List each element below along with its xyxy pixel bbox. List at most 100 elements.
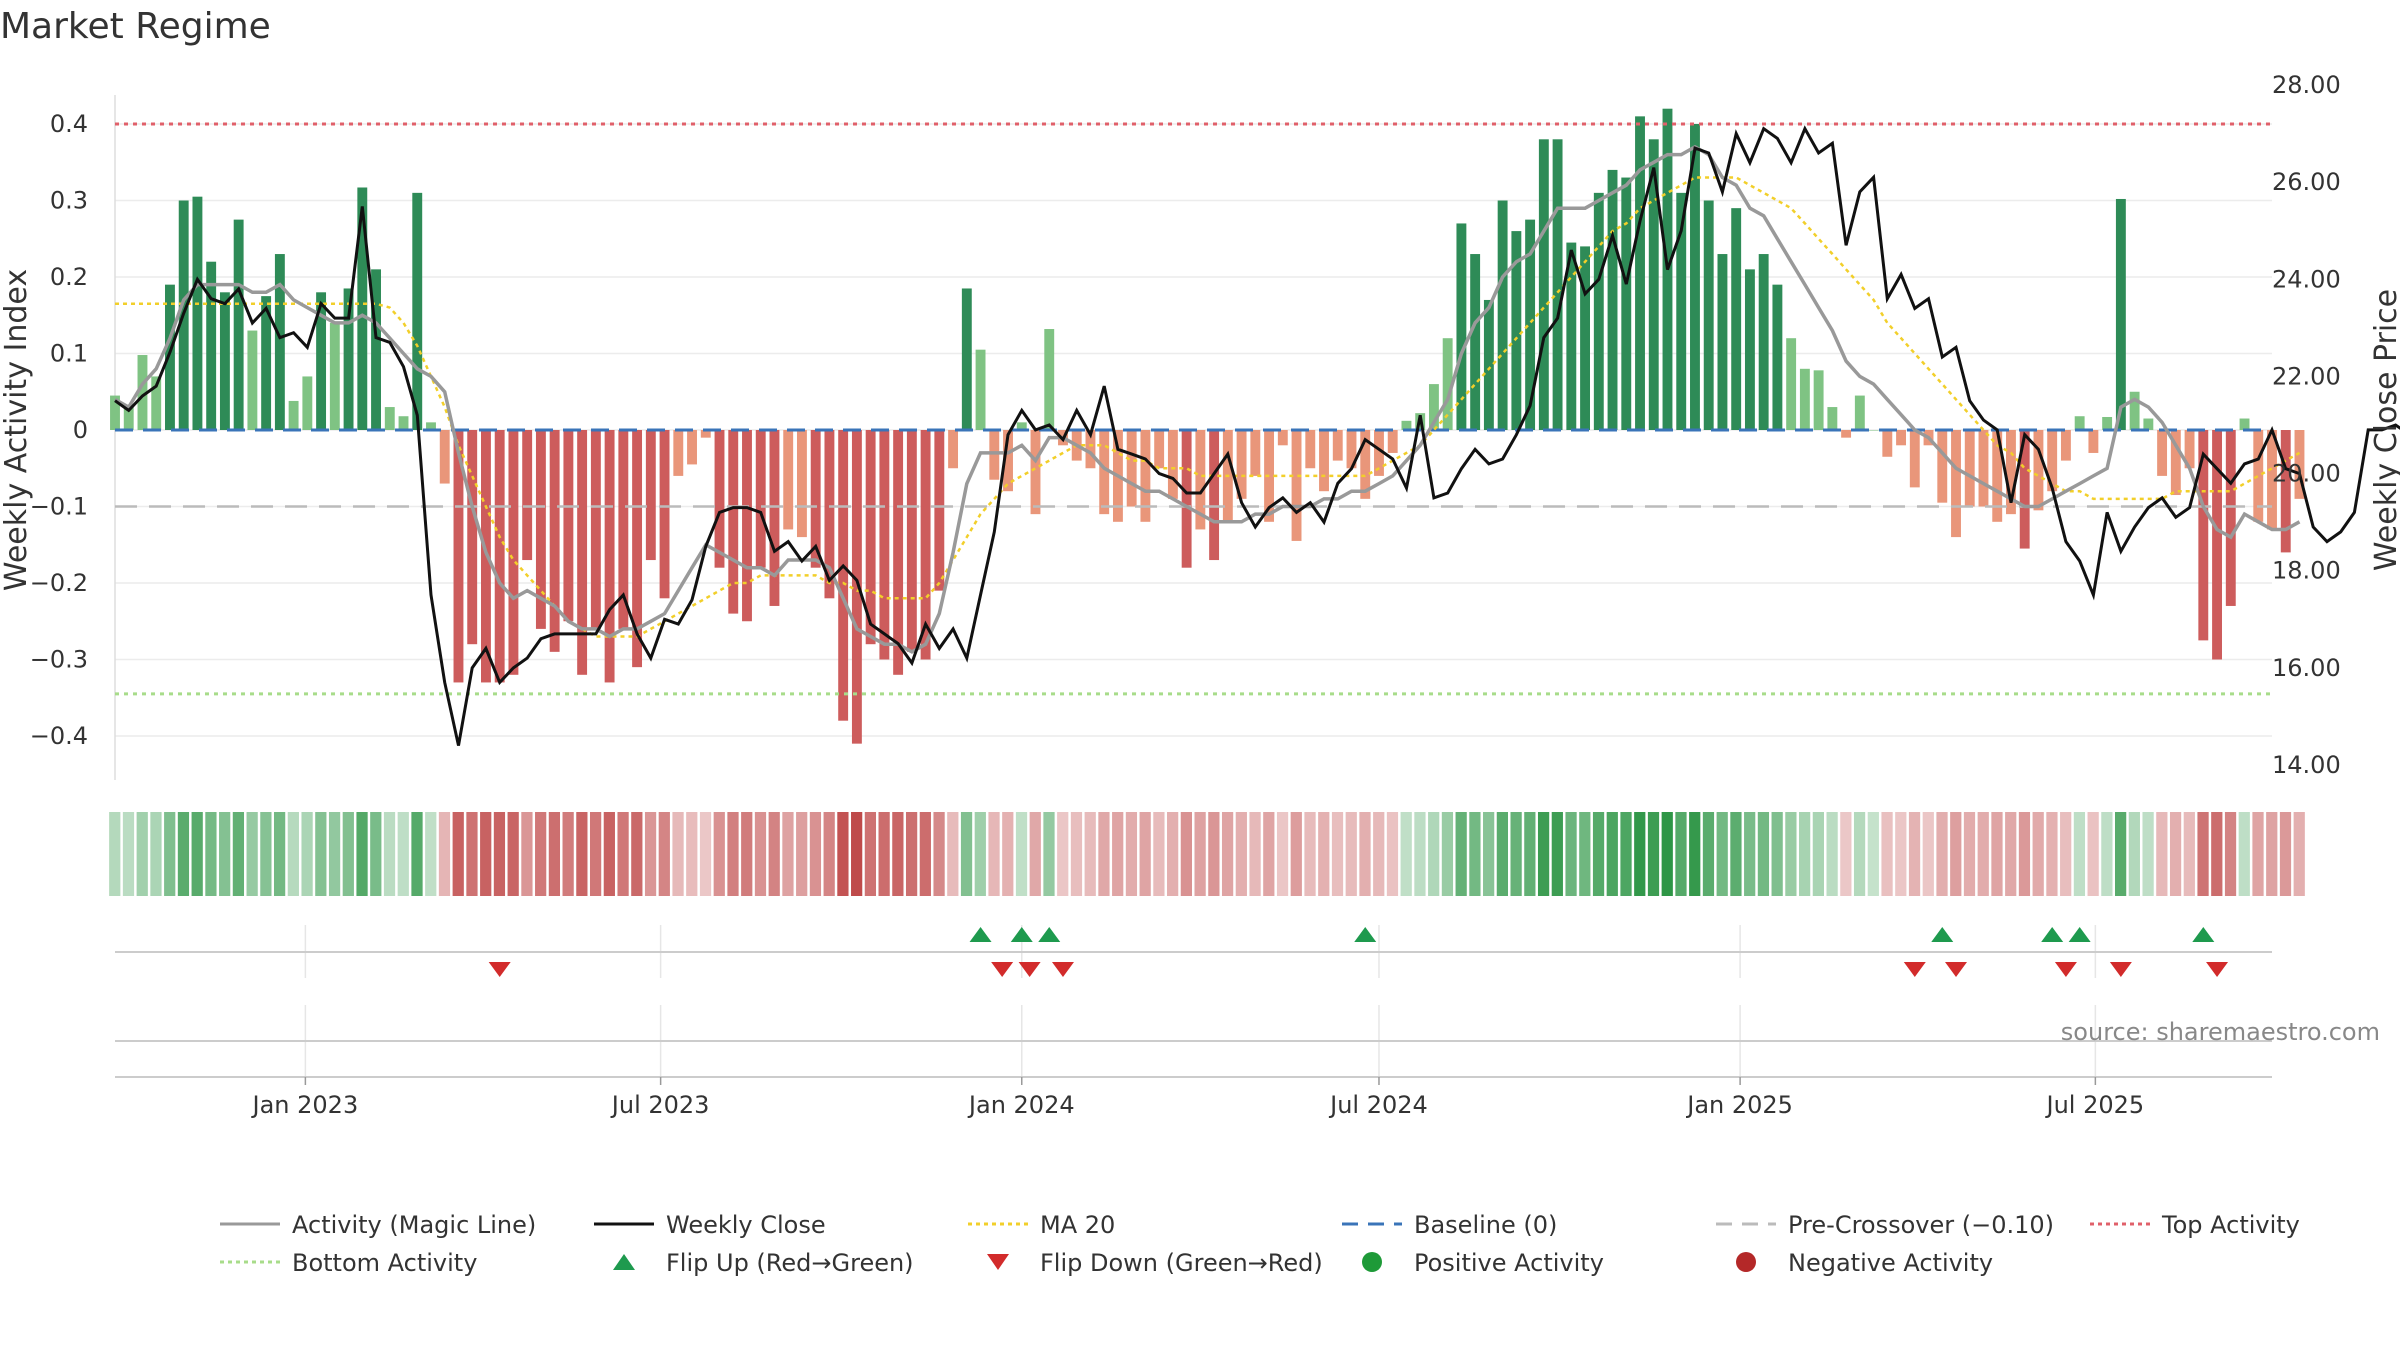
heat-cell: [1606, 812, 1618, 896]
flip-up-marker: [2192, 927, 2215, 942]
activity-bar: [123, 407, 134, 430]
heat-cell: [1730, 812, 1742, 896]
activity-bar: [2047, 430, 2058, 492]
flip-down-marker: [1945, 962, 1968, 977]
heat-cell: [342, 812, 354, 896]
heat-cell: [1963, 812, 1976, 896]
activity-bar: [632, 430, 643, 668]
legend-label: Bottom Activity: [292, 1249, 477, 1277]
activity-bar: [796, 430, 807, 538]
heat-cell: [1620, 812, 1632, 896]
heat-cell: [1153, 812, 1165, 896]
heat-cell: [1634, 812, 1646, 896]
heat-cell: [1661, 812, 1673, 896]
activity-bar: [2060, 430, 2071, 461]
left-tick-label: −0.1: [30, 493, 88, 521]
heat-cell: [2073, 812, 2086, 896]
legend-flip-up-icon: [613, 1254, 635, 1270]
heat-cell: [1194, 812, 1206, 896]
activity-bar: [2294, 430, 2305, 499]
activity-bar: [1607, 169, 1618, 430]
heat-cell: [438, 812, 451, 896]
activity-bar: [893, 430, 904, 675]
activity-bar: [329, 322, 340, 430]
activity-bar: [2143, 418, 2154, 430]
heat-cell: [1318, 812, 1330, 896]
heat-cell: [1455, 812, 1467, 896]
heat-cell: [2101, 812, 2113, 896]
main-grid: [114, 95, 2272, 780]
heat-cell: [2197, 812, 2209, 896]
heat-cell: [1744, 812, 1756, 896]
heat-cell: [2252, 812, 2264, 896]
legend-label: Positive Activity: [1414, 1249, 1604, 1277]
right-tick-label: 16.00: [2272, 654, 2341, 682]
activity-bar: [1744, 269, 1755, 430]
heat-cell: [1757, 812, 1770, 896]
activity-bar: [549, 430, 560, 652]
heat-cell: [1125, 812, 1138, 896]
activity-bar: [1277, 430, 1288, 446]
activity-bar: [522, 430, 533, 561]
heat-cell: [631, 812, 643, 896]
activity-bar: [769, 430, 780, 606]
heat-cell: [1785, 812, 1797, 896]
heat-cell: [548, 812, 561, 896]
heat-cell: [1276, 812, 1289, 896]
legend-dot-icon: [1736, 1252, 1756, 1272]
heat-cell: [383, 812, 396, 896]
heat-cell: [150, 812, 162, 896]
activity-bar: [851, 430, 862, 744]
activity-bar: [2088, 430, 2099, 453]
heat-cell: [1249, 812, 1261, 896]
heat-cell: [1414, 812, 1426, 896]
activity-bar: [1181, 430, 1192, 568]
heat-cell: [2087, 812, 2099, 896]
heat-cell: [947, 812, 959, 896]
activity-bar: [989, 430, 1000, 480]
heat-cell: [328, 812, 341, 896]
flip-up-marker: [2068, 927, 2091, 942]
heat-cell: [507, 812, 519, 896]
heat-cell: [356, 812, 368, 896]
activity-bar: [1566, 242, 1577, 430]
heat-cell: [315, 812, 327, 896]
activity-bar: [1909, 430, 1920, 488]
activity-bar: [920, 430, 931, 660]
activity-bar: [357, 187, 368, 430]
heat-cell: [988, 812, 1000, 896]
heat-cell: [1881, 812, 1893, 896]
right-y-axis-ticks: 28.00 26.00 24.00 22.00 20.00 18.00 16.00 14.00: [2272, 71, 2341, 779]
heat-cell: [2279, 812, 2292, 896]
heat-cell: [1084, 812, 1096, 896]
activity-bar: [247, 330, 258, 430]
activity-bar: [1937, 430, 1948, 503]
activity-bars: [110, 108, 2305, 744]
reference-lines: [115, 122, 2272, 696]
heat-cell: [837, 812, 849, 896]
legend-dot-icon: [1362, 1252, 1382, 1272]
activity-bar: [2033, 430, 2044, 511]
heat-cell: [1112, 812, 1124, 896]
activity-bar: [1401, 420, 1412, 430]
heat-cell: [452, 812, 464, 896]
activity-bar: [1387, 430, 1398, 453]
heat-cell: [1180, 812, 1192, 896]
heat-cell: [1290, 812, 1302, 896]
activity-bar: [2212, 430, 2222, 660]
heat-cell: [1908, 812, 1921, 896]
heat-cell: [617, 812, 629, 896]
x-tick-label: Jan 2025: [1685, 1091, 1793, 1119]
heat-cell: [1524, 812, 1536, 896]
activity-bar: [810, 430, 821, 568]
activity-bar: [2267, 430, 2277, 530]
activity-bar: [371, 269, 381, 430]
activity-bar: [2225, 430, 2236, 606]
heat-cell: [1565, 812, 1577, 896]
activity-bar: [1813, 370, 1824, 430]
heat-cell: [809, 812, 822, 896]
activity-bar: [1016, 422, 1027, 430]
activity-bar: [508, 430, 519, 675]
heat-cell: [1579, 812, 1591, 896]
